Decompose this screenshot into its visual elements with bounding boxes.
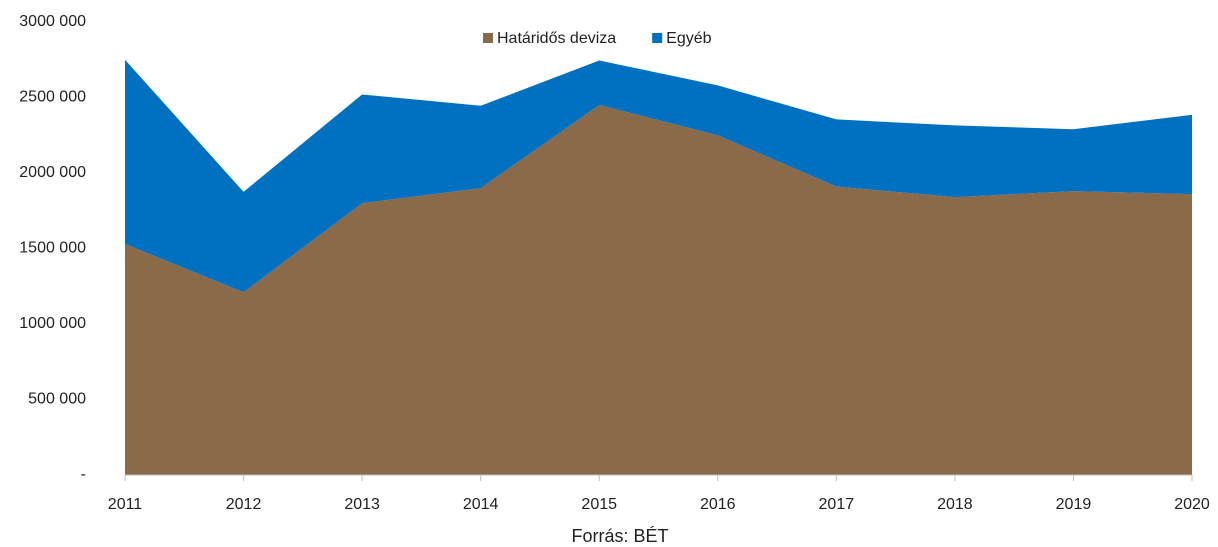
area	[125, 105, 1192, 476]
y-tick-label: 500 000	[28, 391, 86, 408]
legend-label: Egyéb	[666, 30, 711, 47]
x-tick-label: 2013	[344, 496, 380, 513]
legend-swatch	[483, 33, 493, 43]
x-tick-label: 2019	[1056, 496, 1092, 513]
x-tick-label: 2011	[108, 496, 143, 513]
x-tick-label: 2012	[226, 496, 262, 513]
x-tick-label: 2015	[581, 496, 617, 513]
legend-swatch	[652, 33, 663, 43]
source: Forrás: BÉT	[571, 526, 668, 546]
y-tick-label: 2500 000	[19, 89, 86, 106]
y-tick-label: 2000 000	[19, 164, 86, 181]
area	[125, 59, 1192, 293]
y-tick-label: 1500 000	[19, 240, 86, 257]
y-tick-label: 3000 000	[19, 13, 86, 30]
y-tick-label: 1000 000	[19, 315, 86, 332]
x-tick-label: 2014	[463, 496, 499, 513]
x-tick-label: 2018	[937, 496, 973, 513]
x-tick-label: 2020	[1174, 496, 1210, 513]
legend-label: Határidős deviza	[497, 30, 616, 47]
x-tick-label: 2016	[700, 496, 736, 513]
x-tick-label: 2017	[819, 496, 855, 513]
y-tick-label: -	[81, 466, 86, 483]
